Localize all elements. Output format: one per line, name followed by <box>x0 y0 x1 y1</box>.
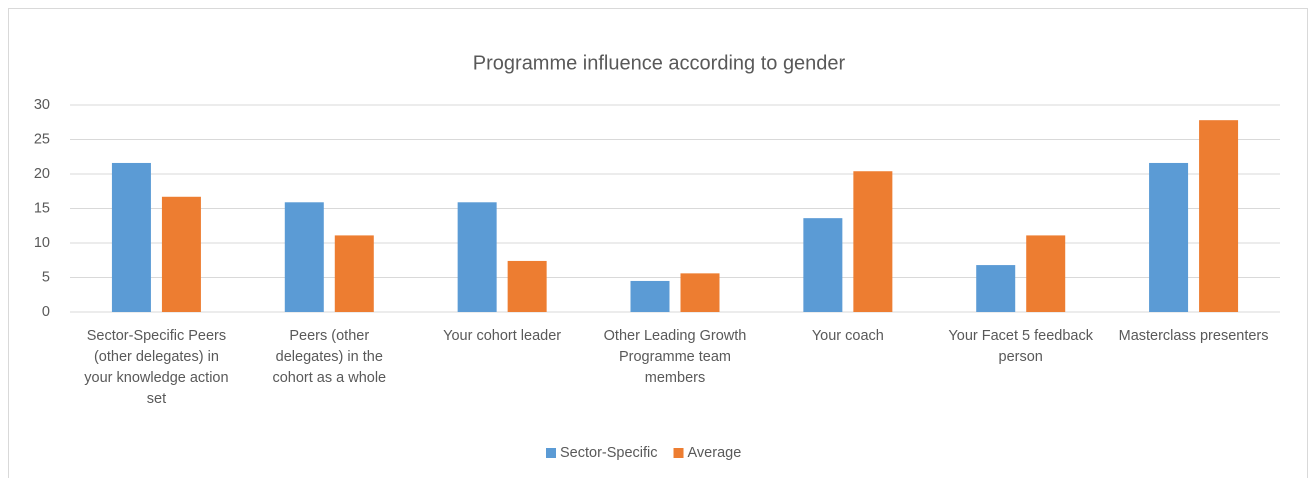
y-tick-label: 25 <box>34 131 50 147</box>
bar <box>1199 120 1239 313</box>
bar <box>1026 235 1066 312</box>
legend-label: Average <box>688 445 742 461</box>
bar <box>334 235 374 312</box>
x-tick-label: Masterclass presenters <box>1118 328 1269 344</box>
legend-label: Sector-Specific <box>560 445 658 461</box>
bar <box>507 260 547 312</box>
y-tick-label: 5 <box>42 269 50 285</box>
bar <box>161 196 201 312</box>
bar <box>976 265 1016 312</box>
y-tick-label: 0 <box>42 304 50 320</box>
y-tick-label: 15 <box>34 200 50 216</box>
chart-title: Programme influence according to gender <box>473 52 846 74</box>
y-tick-label: 30 <box>34 97 50 113</box>
y-tick-label: 20 <box>34 166 50 182</box>
bar <box>1149 162 1189 312</box>
bar <box>111 162 151 312</box>
x-tick-label: Your coach <box>811 328 884 344</box>
x-tick-label: Sector-Specific Peers (other delegates) … <box>84 328 229 407</box>
x-tick-label: Other Leading Growth Programme team memb… <box>603 328 747 386</box>
bar <box>630 280 670 312</box>
bar <box>853 171 893 312</box>
bar <box>457 202 497 312</box>
x-tick-label: Your cohort leader <box>443 328 562 344</box>
legend-swatch <box>546 448 556 458</box>
x-tick-label: Peers (other delegates) in the cohort as… <box>272 328 387 386</box>
bar <box>284 202 324 312</box>
y-tick-label: 10 <box>34 235 50 251</box>
x-tick-label: Your Facet 5 feedback person <box>948 328 1093 365</box>
bar <box>803 218 843 312</box>
legend-swatch <box>673 448 684 458</box>
bar <box>680 273 720 312</box>
